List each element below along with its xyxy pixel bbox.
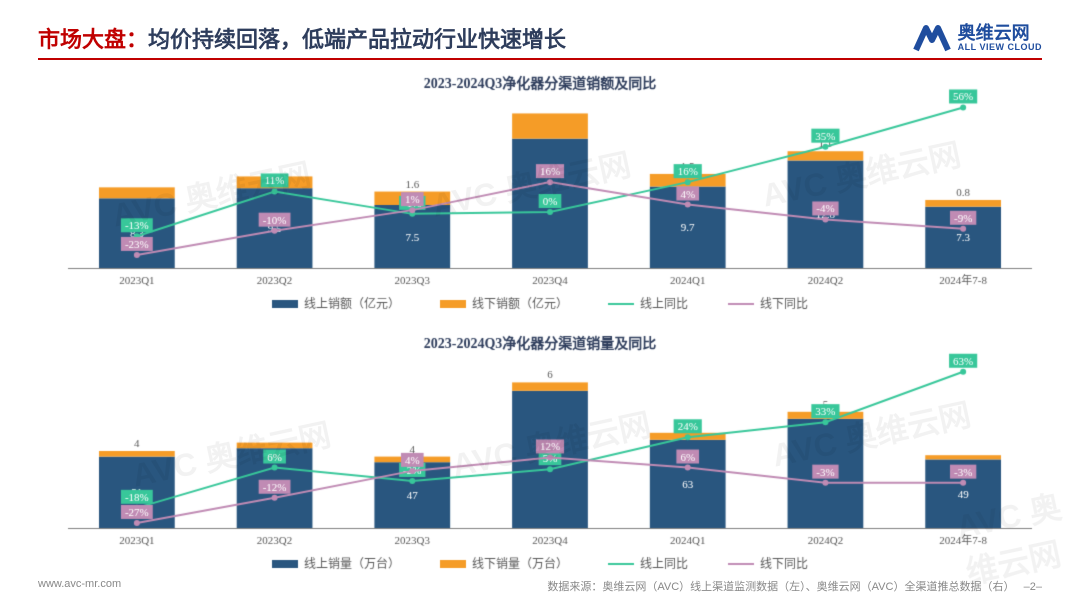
- logo-name-cn: 奥维云网: [958, 24, 1042, 42]
- footer-url: www.avc-mr.com: [38, 578, 121, 594]
- chart-sales-volume: [38, 330, 1042, 586]
- header-rule: [38, 58, 1042, 60]
- footer-source: 数据来源：奥维云网（AVC）线上渠道监测数据（左）、奥维云网（AVC）全渠道推总…: [547, 581, 1014, 593]
- chart-sales-amount: [38, 70, 1042, 326]
- page-title: 市场大盘：均价持续回落，低端产品拉动行业快速增长: [38, 22, 566, 54]
- page-number: –2–: [1024, 581, 1042, 593]
- title-accent: 市场大盘：: [38, 27, 148, 52]
- logo-name-en: ALL VIEW CLOUD: [958, 42, 1042, 52]
- brand-logo: 奥维云网ALL VIEW CLOUD: [912, 22, 1042, 54]
- title-main: 均价持续回落，低端产品拉动行业快速增长: [148, 27, 566, 52]
